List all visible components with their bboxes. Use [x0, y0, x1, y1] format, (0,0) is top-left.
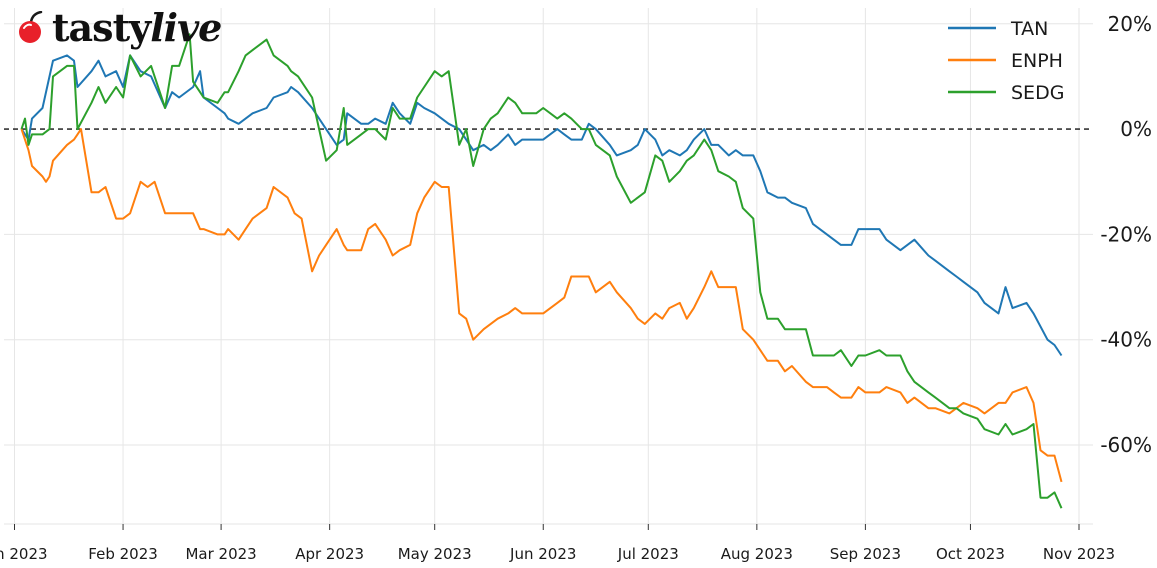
y-tick-label: 0%	[1120, 117, 1152, 141]
series-line-tan	[20, 54, 1063, 357]
legend: TAN ENPH SEDG	[948, 18, 1064, 104]
x-tick-label: Jun 2023	[509, 545, 576, 563]
x-tick-label: Sep 2023	[830, 545, 901, 563]
x-tick-label: Nov 2023	[1043, 545, 1115, 563]
y-tick-label: 20%	[1108, 12, 1152, 36]
x-tick-label: Feb 2023	[88, 545, 158, 563]
legend-label-sedg: SEDG	[1011, 82, 1064, 104]
brand-name-part1: tasty	[52, 5, 151, 50]
x-tick-label: Jan 2023	[0, 545, 48, 563]
y-tick-label: -60%	[1100, 433, 1152, 457]
y-tick-label: -40%	[1100, 328, 1152, 352]
series-lines	[20, 33, 1063, 509]
x-tick-label: Apr 2023	[295, 545, 364, 563]
x-tick-label: Oct 2023	[936, 545, 1005, 563]
cherry-icon	[19, 11, 43, 43]
brand-name-part2: live	[150, 5, 222, 50]
series-line-sedg	[20, 33, 1063, 509]
brand-logo: tastylive	[14, 4, 222, 52]
x-tick-label: May 2023	[398, 545, 472, 563]
y-tick-label: -20%	[1100, 222, 1152, 246]
brand-name: tastylive	[52, 9, 222, 47]
x-tick-label: Mar 2023	[185, 545, 256, 563]
x-tick-label: Jul 2023	[617, 545, 679, 563]
series-line-enph	[20, 128, 1063, 483]
legend-label-tan: TAN	[1010, 18, 1048, 40]
x-tick-label: Aug 2023	[721, 545, 793, 563]
grid	[4, 8, 1093, 524]
legend-label-enph: ENPH	[1011, 50, 1063, 72]
axes: Jan 2023 Feb 2023 Mar 2023 Apr 2023 May 2023…	[0, 12, 1152, 563]
